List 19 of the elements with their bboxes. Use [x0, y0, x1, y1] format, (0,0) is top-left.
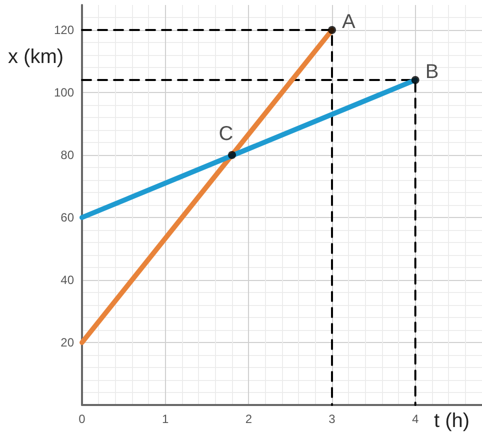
y-tick-label: 60 [60, 210, 74, 224]
point [228, 151, 236, 159]
point [411, 76, 420, 84]
y-tick-label: 40 [60, 273, 74, 287]
x-tick-label: 4 [412, 412, 419, 426]
y-axis-title: x (km) [8, 46, 64, 68]
x-tick-label: 3 [328, 412, 336, 426]
data-label: C [218, 123, 234, 145]
data-label: A [342, 11, 356, 33]
y-tick-label: 100 [54, 86, 74, 100]
y-tick-label: 120 [54, 23, 74, 37]
y-tick-label: 20 [60, 336, 74, 350]
y-tick-label: 80 [60, 148, 74, 162]
x-axis-title: t (h) [434, 410, 470, 432]
point [328, 26, 336, 34]
x-tick-label: 2 [245, 412, 252, 426]
data-label: B [425, 61, 439, 83]
x-tick-label: 0 [78, 412, 86, 426]
x-tick-label: 1 [162, 412, 169, 426]
